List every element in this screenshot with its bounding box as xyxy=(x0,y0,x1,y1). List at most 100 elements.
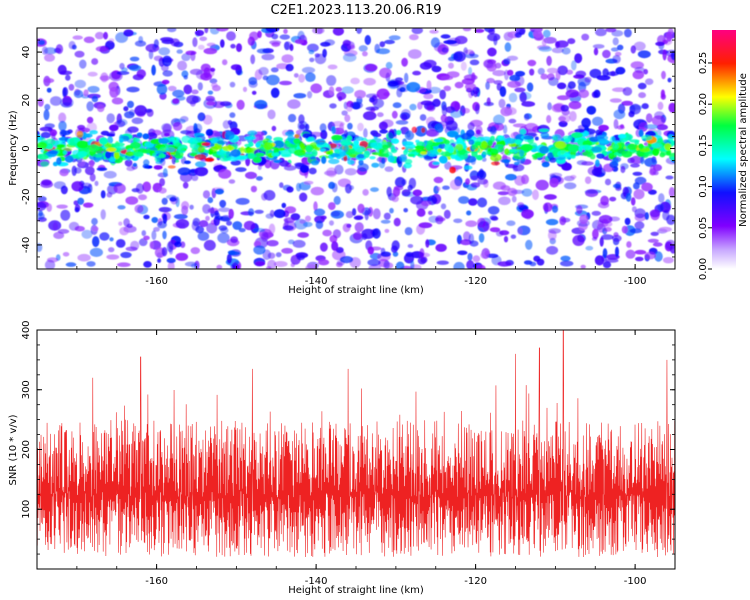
heatmap-cell xyxy=(605,28,617,33)
heatmap-cell xyxy=(71,181,84,192)
heatmap-cell xyxy=(58,112,67,123)
heatmap-cell xyxy=(222,145,235,152)
heatmap-cell xyxy=(210,67,216,72)
heatmap-cell xyxy=(74,225,85,232)
heatmap-cell xyxy=(557,65,568,76)
heatmap-cell xyxy=(322,229,332,237)
heatmap-cell xyxy=(521,209,534,219)
heatmap-cell xyxy=(658,226,672,233)
heatmap-cell xyxy=(511,195,517,203)
heatmap-cell xyxy=(236,43,242,52)
heatmap-cell xyxy=(345,183,352,194)
heatmap-cell xyxy=(476,129,481,135)
heatmap-cell xyxy=(425,144,432,152)
heatmap-cell xyxy=(271,41,281,47)
heatmap-cell xyxy=(358,159,364,166)
heatmap-cell xyxy=(473,91,478,98)
heatmap-cell xyxy=(666,31,673,42)
x-tick-label: -140 xyxy=(305,576,328,587)
heatmap-cell xyxy=(195,225,205,234)
heatmap-cell xyxy=(74,207,80,213)
heatmap-cell xyxy=(453,261,465,269)
heatmap-cell xyxy=(484,250,490,257)
heatmap-cell xyxy=(332,28,344,36)
heatmap-cell xyxy=(328,202,336,211)
heatmap-cell xyxy=(204,28,209,34)
heatmap-cell xyxy=(492,70,506,77)
heatmap-cell xyxy=(130,142,141,149)
heatmap-cell xyxy=(258,67,269,76)
heatmap-cell xyxy=(551,47,564,54)
heatmap-cell xyxy=(153,227,160,232)
heatmap-cell xyxy=(203,239,216,251)
heatmap-cell xyxy=(419,248,425,259)
heatmap-cell xyxy=(91,217,98,226)
heatmap-cell xyxy=(197,146,205,154)
heatmap-cell xyxy=(551,205,559,213)
heatmap-cell xyxy=(504,148,510,155)
heatmap-cell xyxy=(665,175,674,180)
heatmap-cell xyxy=(633,182,640,190)
heatmap-cell xyxy=(651,115,666,126)
heatmap-cell xyxy=(509,149,521,153)
heatmap-cell xyxy=(453,52,463,61)
heatmap-cell xyxy=(285,63,294,72)
heatmap-cell xyxy=(125,151,135,157)
colorbar-tick-label: 0.25 xyxy=(698,52,709,74)
heatmap-cell xyxy=(158,206,171,213)
heatmap-cell xyxy=(243,220,256,231)
heatmap-cell xyxy=(363,128,368,139)
heatmap-cell xyxy=(167,165,176,169)
heatmap-cell xyxy=(242,86,248,92)
figure-title: C2E1.2023.113.20.06.R19 xyxy=(270,3,441,18)
heatmap-cell xyxy=(166,257,176,264)
heatmap-cell xyxy=(517,202,525,208)
heatmap-cell xyxy=(250,185,257,193)
heatmap-cell xyxy=(113,142,125,147)
heatmap-cell xyxy=(426,149,439,157)
heatmap-cell xyxy=(408,177,417,189)
heatmap-cell xyxy=(143,159,150,166)
heatmap-cell xyxy=(428,210,433,215)
heatmap-cell xyxy=(232,221,243,230)
heatmap-cell xyxy=(463,165,473,170)
heatmap-cell xyxy=(369,97,375,103)
heatmap-cell xyxy=(641,135,653,141)
heatmap-cell xyxy=(279,160,290,167)
heatmap-cell xyxy=(662,257,674,264)
heatmap-cell xyxy=(670,156,675,160)
heatmap-cell xyxy=(579,214,589,225)
heatmap-cell xyxy=(502,124,508,134)
heatmap-cell xyxy=(55,44,64,55)
heatmap-cell xyxy=(510,234,517,239)
heatmap-cell xyxy=(649,209,661,218)
colorbar-gradient-bar xyxy=(712,30,736,269)
heatmap-cell xyxy=(204,157,215,162)
heatmap-cell xyxy=(391,245,398,253)
heatmap-cell xyxy=(170,151,176,156)
heatmap-cell xyxy=(273,209,286,219)
heatmap-cell xyxy=(41,46,48,55)
heatmap-cell xyxy=(134,105,147,117)
heatmap-cell xyxy=(349,101,363,110)
heatmap-cell xyxy=(500,185,511,191)
heatmap-cell xyxy=(540,73,548,80)
heatmap-cell xyxy=(478,233,485,243)
heatmap-cell xyxy=(347,44,356,50)
heatmap-cell xyxy=(238,228,246,233)
heatmap-cell xyxy=(637,50,651,59)
heatmap-cell xyxy=(220,39,225,48)
heatmap-cell xyxy=(269,209,275,218)
heatmap-cell xyxy=(162,123,172,135)
heatmap-cell xyxy=(650,231,659,236)
heatmap-cell xyxy=(254,209,264,214)
heatmap-cell xyxy=(217,232,230,244)
heatmap-cell xyxy=(52,222,58,231)
heatmap-cell xyxy=(126,223,133,228)
heatmap-cell xyxy=(180,241,186,248)
heatmap-cell xyxy=(613,183,621,189)
heatmap-cell xyxy=(174,241,182,248)
heatmap-cell xyxy=(326,167,337,178)
snr-x-ticks: -160 -140 -120 -100 xyxy=(36,330,676,587)
heatmap-cell xyxy=(444,161,452,170)
